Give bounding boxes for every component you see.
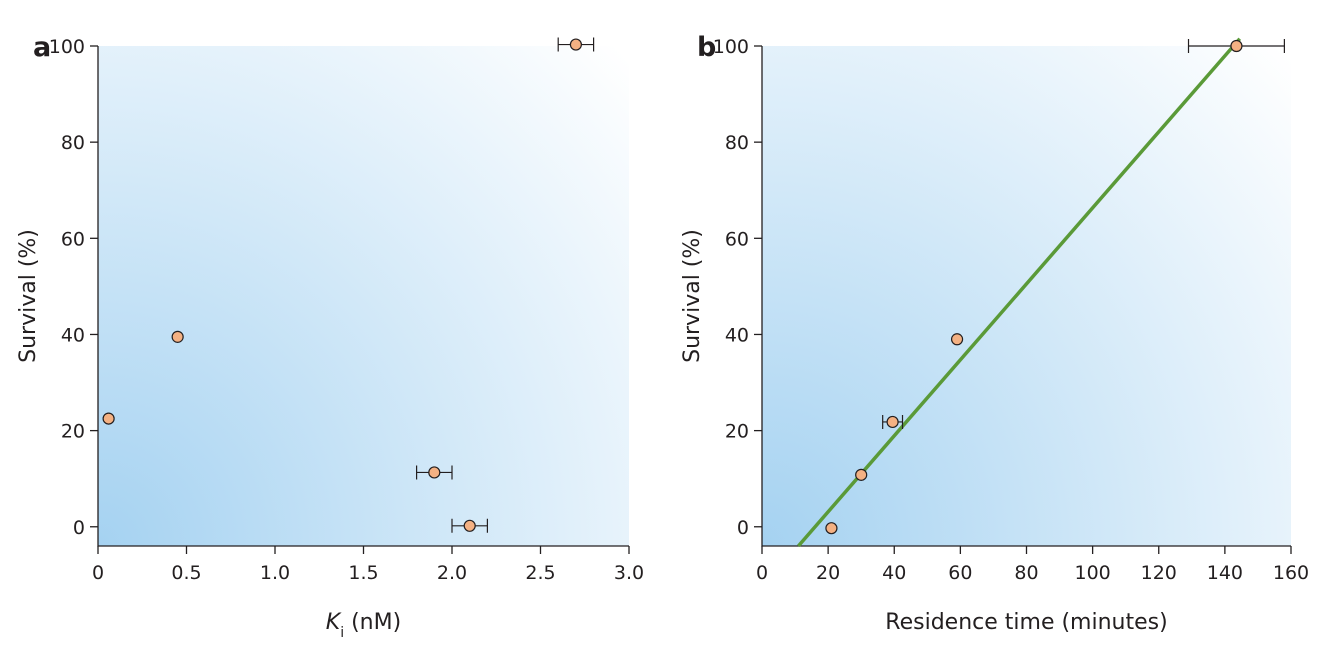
x-tick-label: 0.5 bbox=[171, 562, 201, 584]
y-tick-label: 80 bbox=[725, 132, 749, 154]
panel-a-plot-background bbox=[98, 46, 629, 546]
data-point bbox=[171, 330, 184, 343]
x-tick-label: 100 bbox=[1074, 562, 1110, 584]
panel-b-plot-background bbox=[762, 46, 1291, 546]
x-tick-label: 40 bbox=[882, 562, 906, 584]
panel-b-ticks: 0 20 40 60 80 100 120 140 160 0 20 40 60 80 100 bbox=[713, 36, 1309, 584]
y-tick-label: 0 bbox=[73, 517, 85, 539]
data-point bbox=[825, 522, 838, 535]
y-tick-label: 40 bbox=[61, 324, 85, 346]
panel-a-axes bbox=[97, 46, 629, 547]
x-tick-label: 160 bbox=[1273, 562, 1309, 584]
data-point bbox=[463, 519, 476, 532]
panel-b-y-axis-label: Survival (%) bbox=[680, 229, 705, 363]
x-tick-label: 60 bbox=[948, 562, 972, 584]
panel-a-x-axis-label: Ki (nM) bbox=[326, 610, 401, 641]
y-tick-label: 20 bbox=[725, 421, 749, 443]
x-tick-label: 3.0 bbox=[614, 562, 644, 584]
x-tick-label: 2.5 bbox=[525, 562, 555, 584]
x-tick-label: 20 bbox=[816, 562, 840, 584]
data-point bbox=[428, 466, 441, 479]
data-point bbox=[855, 468, 868, 481]
x-tick-label: 0 bbox=[756, 562, 768, 584]
y-tick-label: 100 bbox=[49, 36, 85, 58]
x-tick-label: 2.0 bbox=[437, 562, 467, 584]
panel-a-ticks: 0 0.5 1.0 1.5 2.0 2.5 3.0 0 20 40 60 80 100 bbox=[49, 36, 644, 584]
panel-a-data-points bbox=[102, 37, 595, 533]
y-tick-label: 60 bbox=[725, 228, 749, 250]
panel-b-letter: b bbox=[697, 32, 716, 63]
y-tick-label: 60 bbox=[61, 228, 85, 250]
panel-a-y-axis-label: Survival (%) bbox=[16, 229, 41, 363]
x-tick-label: 1.0 bbox=[260, 562, 290, 584]
y-tick-label: 80 bbox=[61, 132, 85, 154]
x-tick-label: 0 bbox=[92, 562, 104, 584]
y-tick-label: 40 bbox=[725, 324, 749, 346]
x-label-unit: (nM) bbox=[344, 610, 401, 635]
panel-b-x-axis-label: Residence time (minutes) bbox=[885, 610, 1167, 635]
data-point bbox=[1230, 39, 1243, 53]
data-point bbox=[569, 38, 583, 51]
x-tick-label: 80 bbox=[1014, 562, 1038, 584]
y-tick-label: 0 bbox=[737, 517, 749, 539]
data-point bbox=[886, 415, 899, 429]
x-label-subscript: i bbox=[340, 625, 344, 641]
x-tick-label: 1.5 bbox=[348, 562, 378, 584]
data-point bbox=[950, 333, 964, 346]
y-tick-label: 20 bbox=[61, 421, 85, 443]
panel-b-chart: 0 20 40 60 80 100 120 140 160 0 20 40 60 80 100 b Surv… bbox=[680, 32, 1309, 635]
panel-b-axes bbox=[761, 46, 1291, 547]
panel-b-data-points bbox=[825, 39, 1285, 535]
panel-a-chart: 0 0.5 1.0 1.5 2.0 2.5 3.0 0 20 40 60 80 100 a Surviv… bbox=[16, 32, 644, 641]
x-tick-label: 120 bbox=[1141, 562, 1177, 584]
data-point bbox=[102, 412, 115, 425]
y-tick-label: 100 bbox=[713, 36, 749, 58]
x-label-k: K bbox=[326, 610, 342, 635]
x-tick-label: 140 bbox=[1207, 562, 1243, 584]
panel-b-fit-line bbox=[797, 37, 1242, 548]
panel-a-letter: a bbox=[33, 32, 51, 63]
